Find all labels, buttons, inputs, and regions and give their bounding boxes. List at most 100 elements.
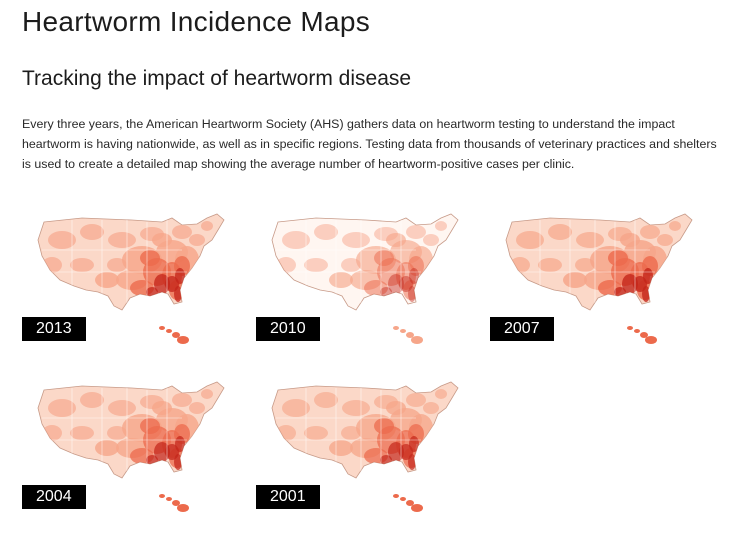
incidence-region (175, 436, 185, 452)
hawaii-island (177, 336, 189, 344)
incidence-region (174, 454, 182, 470)
map-card-2007[interactable]: 2007 (490, 210, 712, 370)
hawaii-island (406, 500, 414, 506)
incidence-region (314, 392, 338, 408)
hawaii-island (172, 332, 180, 338)
incidence-region (620, 233, 640, 247)
incidence-region (201, 221, 213, 231)
hawaii-island (406, 332, 414, 338)
incidence-region (342, 232, 370, 248)
incidence-region (154, 442, 170, 462)
incidence-region (423, 234, 439, 246)
incidence-region (563, 272, 587, 288)
hawaii-island (411, 504, 423, 512)
hawaii-island (166, 497, 172, 501)
hawaii-island (627, 326, 633, 330)
incidence-region (388, 274, 404, 294)
hawaii-island (400, 497, 406, 501)
hawaii-island (177, 504, 189, 512)
us-heartworm-map (37, 213, 225, 344)
incidence-region (80, 392, 104, 408)
incidence-region (174, 286, 182, 302)
incidence-region (107, 426, 127, 440)
incidence-region (282, 231, 310, 249)
incidence-region (42, 425, 62, 441)
incidence-region (80, 224, 104, 240)
map-card-2010[interactable]: 2010 (256, 210, 478, 370)
incidence-region (95, 272, 119, 288)
hawaii-island (634, 329, 640, 333)
incidence-region (406, 393, 426, 407)
incidence-region (152, 401, 172, 415)
map-card-2001[interactable]: 2001 (256, 378, 478, 538)
incidence-region (386, 233, 406, 247)
incidence-region (408, 286, 416, 302)
incidence-region (406, 225, 426, 239)
year-label: 2013 (22, 317, 86, 341)
us-heartworm-map (271, 381, 459, 512)
incidence-region (576, 232, 604, 248)
incidence-region (172, 225, 192, 239)
incidence-region (140, 418, 160, 434)
map-card-2013[interactable]: 2013 (22, 210, 244, 370)
incidence-region (189, 402, 205, 414)
incidence-region (408, 256, 424, 276)
incidence-region (329, 440, 353, 456)
incidence-region (657, 234, 673, 246)
incidence-region (304, 258, 328, 272)
incidence-region (510, 257, 530, 273)
incidence-region (341, 258, 361, 272)
incidence-region (374, 250, 394, 266)
incidence-layer (42, 221, 213, 302)
incidence-region (643, 268, 653, 284)
incidence-region (314, 224, 338, 240)
incidence-region (70, 258, 94, 272)
hawaii-island (640, 332, 648, 338)
incidence-region (154, 274, 170, 294)
hawaii-island (159, 326, 165, 330)
incidence-region (423, 402, 439, 414)
incidence-region (282, 399, 310, 417)
incidence-region (435, 389, 447, 399)
hawaii-island (159, 494, 165, 498)
incidence-region (388, 442, 404, 462)
incidence-region (342, 400, 370, 416)
hawaii-island (645, 336, 657, 344)
incidence-region (516, 231, 544, 249)
year-label: 2004 (22, 485, 86, 509)
hawaii-island (393, 326, 399, 330)
incidence-region (276, 257, 296, 273)
incidence-region (42, 257, 62, 273)
hawaii-island (166, 329, 172, 333)
incidence-region (172, 393, 192, 407)
incidence-region (435, 221, 447, 231)
incidence-region (548, 224, 572, 240)
page-title: Heartworm Incidence Maps (22, 6, 370, 37)
incidence-region (640, 225, 660, 239)
year-label: 2010 (256, 317, 320, 341)
incidence-region (108, 400, 136, 416)
hawaii-island (172, 500, 180, 506)
us-heartworm-map (37, 381, 225, 512)
hawaii-island (393, 494, 399, 498)
incidence-region (95, 440, 119, 456)
incidence-region (341, 426, 361, 440)
us-heartworm-map (271, 213, 459, 344)
incidence-layer (42, 389, 213, 470)
incidence-region (107, 258, 127, 272)
incidence-region (622, 274, 638, 294)
incidence-region (189, 234, 205, 246)
section-heading: Tracking the impact of heartworm disease (22, 67, 412, 90)
hawaii-island (411, 336, 423, 344)
incidence-region (538, 258, 562, 272)
incidence-region (152, 233, 172, 247)
map-card-2004[interactable]: 2004 (22, 378, 244, 538)
incidence-region (374, 418, 394, 434)
incidence-region (669, 221, 681, 231)
incidence-region (409, 436, 419, 452)
incidence-region (408, 454, 416, 470)
incidence-region (364, 280, 388, 296)
incidence-region (140, 250, 160, 266)
us-heartworm-map (505, 213, 693, 344)
incidence-region (175, 268, 185, 284)
